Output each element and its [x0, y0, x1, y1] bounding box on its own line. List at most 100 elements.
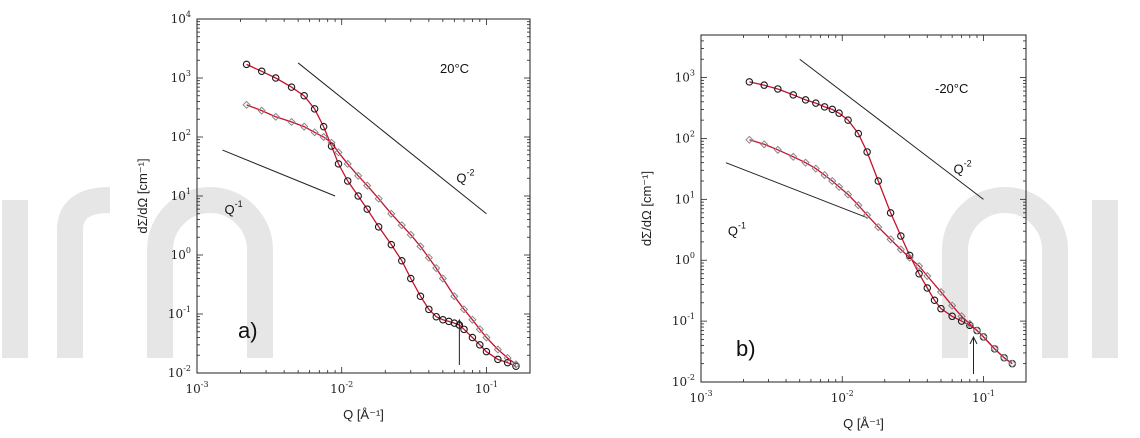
- x-tick-label: 10-1: [475, 380, 498, 396]
- data-point: [789, 91, 798, 99]
- data-point: [972, 326, 982, 335]
- data-point: [948, 301, 957, 310]
- data-point: [425, 305, 433, 314]
- data-point: [319, 132, 328, 142]
- data-point: [773, 145, 782, 154]
- data-point: [354, 192, 362, 200]
- data-point: [990, 344, 999, 353]
- y-tick-label: 10-1: [168, 305, 191, 321]
- data-point: [363, 205, 371, 213]
- data-point: [979, 332, 988, 342]
- data-point: [363, 181, 372, 190]
- data-point: [745, 135, 754, 144]
- data-point: [271, 112, 280, 121]
- temperature-label: 20°C: [440, 61, 469, 76]
- data-point: [1008, 359, 1017, 368]
- data-point: [511, 360, 521, 369]
- data-point: [459, 305, 469, 314]
- y-tick-label: 10-1: [672, 312, 695, 328]
- data-point: [343, 177, 352, 185]
- data-point: [874, 222, 883, 232]
- data-point: [493, 345, 503, 354]
- y-axis-label: dΣ/dΩ [cm⁻¹]: [135, 158, 150, 233]
- data-point: [930, 296, 939, 305]
- y-tick-label: 100: [675, 251, 695, 267]
- data-point: [965, 319, 974, 329]
- data-point: [905, 253, 914, 262]
- panel-label: a): [238, 318, 258, 343]
- reference-line-label: Q-2: [456, 167, 474, 185]
- data-point: [844, 116, 852, 124]
- data-point: [789, 152, 798, 161]
- data-point: [387, 240, 396, 249]
- data-point: [416, 242, 425, 251]
- data-point: [432, 263, 441, 273]
- data-point: [745, 78, 754, 86]
- data-point: [242, 60, 251, 69]
- data-point: [334, 148, 343, 157]
- data-point: [482, 333, 491, 342]
- data-point: [343, 159, 352, 169]
- x-axis-label: Q [Å⁻¹]: [343, 407, 384, 422]
- data-point: [1000, 353, 1009, 362]
- data-point: [843, 190, 853, 199]
- data-point: [801, 158, 810, 167]
- data-point: [854, 201, 863, 210]
- data-point: [801, 96, 810, 104]
- data-point: [863, 211, 872, 220]
- data-point: [424, 253, 433, 262]
- fit-curve: [246, 63, 517, 367]
- data-point: [468, 315, 477, 324]
- data-point: [407, 274, 415, 283]
- x-axis-label: Q [Å⁻¹]: [843, 416, 884, 431]
- data-point: [287, 83, 296, 91]
- data-point: [923, 284, 932, 292]
- data-point: [854, 129, 863, 138]
- data-point: [774, 85, 782, 93]
- y-tick-label: 10-2: [672, 373, 695, 389]
- data-point: [957, 312, 966, 321]
- y-tick-label: 101: [171, 187, 191, 203]
- y-axis-label: dΣ/dΩ [cm⁻¹]: [639, 171, 654, 246]
- data-point: [948, 312, 956, 321]
- data-point: [432, 312, 440, 321]
- data-point: [482, 347, 491, 356]
- fit-curve: [246, 104, 517, 365]
- data-point: [300, 122, 309, 131]
- data-point: [936, 287, 946, 297]
- y-tick-label: 10-2: [168, 364, 191, 380]
- data-point: [242, 100, 251, 110]
- data-point: [460, 325, 468, 334]
- data-point: [820, 103, 829, 111]
- data-point: [937, 304, 945, 313]
- data-point: [760, 140, 769, 149]
- data-point: [834, 182, 844, 192]
- reference-line: [222, 149, 336, 197]
- y-tick-label: 103: [171, 69, 191, 85]
- data-point: [874, 177, 883, 185]
- x-tick-label: 10-3: [185, 380, 208, 396]
- data-point: [327, 138, 336, 147]
- data-point: [966, 321, 974, 330]
- data-point: [760, 81, 768, 89]
- y-tick-label: 104: [171, 10, 191, 26]
- data-point: [468, 333, 477, 342]
- data-point: [416, 292, 425, 300]
- y-tick-label: 101: [675, 190, 695, 206]
- data-point: [494, 355, 502, 364]
- fit-curve: [749, 139, 1013, 365]
- data-point: [450, 292, 459, 301]
- data-point: [271, 74, 280, 82]
- y-tick-label: 102: [171, 128, 191, 144]
- data-point: [310, 128, 319, 137]
- data-point: [334, 160, 343, 168]
- data-point: [257, 67, 266, 76]
- data-point: [820, 170, 829, 180]
- y-tick-label: 100: [171, 246, 191, 262]
- data-point: [374, 223, 383, 231]
- data-point: [476, 341, 484, 349]
- reference-line: [725, 162, 868, 219]
- temperature-label: -20°C: [935, 81, 968, 96]
- data-point: [287, 117, 296, 127]
